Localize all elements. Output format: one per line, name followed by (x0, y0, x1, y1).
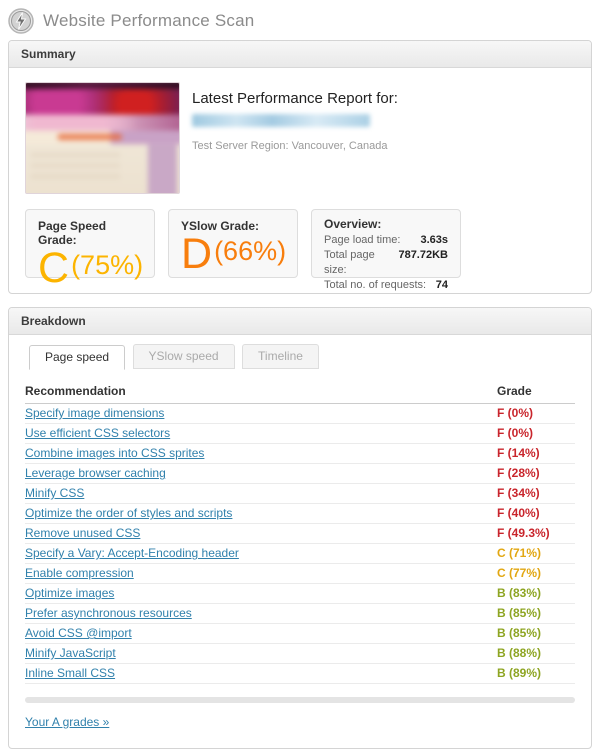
table-row: Optimize the order of styles and scripts… (25, 503, 575, 524)
grade-cell: F (0%) (497, 423, 575, 444)
recommendations-table: Recommendation Grade Specify image dimen… (25, 381, 575, 684)
yslow-grade-percent: (66%) (214, 236, 287, 266)
site-thumbnail (25, 82, 180, 194)
yslow-grade-letter: D (181, 230, 213, 278)
tab-timeline[interactable]: Timeline (242, 344, 319, 369)
page-title: Website Performance Scan (43, 10, 255, 30)
grade-cell: F (0%) (497, 403, 575, 424)
table-row: Remove unused CSS F (49.3%) (25, 523, 575, 544)
column-header-recommendation: Recommendation (25, 381, 497, 404)
table-row: Avoid CSS @import B (85%) (25, 623, 575, 644)
summary-panel: Summary Latest Performance Report for: T… (8, 40, 592, 294)
overview-title: Overview: (324, 217, 382, 231)
table-row: Specify a Vary: Accept-Encoding header C… (25, 543, 575, 564)
page-header: Website Performance Scan (0, 0, 600, 40)
overview-value: 787.72KB (398, 249, 448, 261)
recommendation-link[interactable]: Optimize images (25, 586, 115, 600)
recommendation-link[interactable]: Specify image dimensions (25, 406, 165, 420)
tab-yslow-speed[interactable]: YSlow speed (132, 344, 235, 369)
overview-label: Total page size: (324, 249, 375, 276)
table-footer-divider (25, 697, 575, 703)
report-heading: Latest Performance Report for: (192, 90, 398, 107)
grade-cell: C (77%) (497, 563, 575, 584)
page-speed-grade-letter: C (38, 244, 70, 292)
your-a-grades-link[interactable]: Your A grades » (25, 715, 110, 729)
overview-row-load-time: Page load time: 3.63s (324, 233, 448, 248)
grade-cell: B (88%) (497, 643, 575, 664)
summary-panel-title: Summary (9, 41, 591, 68)
summary-panel-body: Latest Performance Report for: Test Serv… (9, 68, 591, 293)
tab-bar: Page speed YSlow speed Timeline (25, 335, 575, 370)
recommendation-link[interactable]: Inline Small CSS (25, 666, 116, 680)
grade-cell: B (85%) (497, 623, 575, 644)
recommendation-link[interactable]: Specify a Vary: Accept-Encoding header (25, 546, 239, 560)
grade-cell: F (34%) (497, 483, 575, 504)
table-row: Optimize images B (83%) (25, 583, 575, 604)
overview-box: Overview: Page load time: 3.63s Total pa… (311, 209, 461, 291)
site-thumbnail-blur (26, 83, 179, 193)
overview-row-requests: Total no. of requests: 74 (324, 278, 448, 293)
yslow-grade-value: D(66%) (181, 230, 287, 278)
table-row: Specify image dimensions F (0%) (25, 403, 575, 424)
overview-value: 74 (435, 279, 448, 291)
server-region-note: Test Server Region: Vancouver, Canada (192, 140, 388, 152)
table-row: Minify CSS F (34%) (25, 483, 575, 504)
page-speed-grade-label: Page Speed Grade: (38, 219, 107, 247)
table-row: Leverage browser caching F (28%) (25, 463, 575, 484)
table-row: Enable compression C (77%) (25, 563, 575, 584)
grade-cell: B (83%) (497, 583, 575, 604)
page-speed-grade-value: C(75%) (38, 244, 144, 292)
table-row: Use efficient CSS selectors F (0%) (25, 423, 575, 444)
recommendation-link[interactable]: Minify JavaScript (25, 646, 116, 660)
overview-value: 3.63s (420, 234, 448, 246)
yslow-grade-box: YSlow Grade: D(66%) (168, 209, 298, 278)
overview-row-page-size: Total page size: 787.72KB (324, 248, 448, 278)
table-row: Prefer asynchronous resources B (85%) (25, 603, 575, 624)
table-body: Specify image dimensions F (0%) Use effi… (25, 403, 575, 684)
overview-label: Page load time: (324, 234, 401, 246)
table-row: Minify JavaScript B (88%) (25, 643, 575, 664)
page-speed-grade-box: Page Speed Grade: C(75%) (25, 209, 155, 291)
yslow-grade-label: YSlow Grade: (181, 219, 260, 233)
table-row: Combine images into CSS sprites F (14%) (25, 443, 575, 464)
recommendation-link[interactable]: Leverage browser caching (25, 466, 166, 480)
grade-cell: C (71%) (497, 543, 575, 564)
breakdown-panel: Breakdown Page speed YSlow speed Timelin… (8, 307, 592, 749)
breakdown-panel-title: Breakdown (9, 308, 591, 335)
summary-info: Latest Performance Report for: Test Serv… (192, 82, 398, 152)
recommendation-link[interactable]: Prefer asynchronous resources (25, 606, 192, 620)
grade-cell: F (49.3%) (497, 523, 575, 544)
recommendation-link[interactable]: Minify CSS (25, 486, 85, 500)
table-header-row: Recommendation Grade (25, 381, 575, 404)
grade-cell: F (28%) (497, 463, 575, 484)
lightning-badge-icon (8, 7, 34, 34)
column-header-grade: Grade (497, 381, 575, 404)
grade-cell: F (40%) (497, 503, 575, 524)
breakdown-panel-body: Page speed YSlow speed Timeline Recommen… (9, 335, 591, 748)
report-url-redacted-link[interactable] (192, 114, 370, 127)
page-speed-grade-percent: (75%) (71, 250, 144, 280)
grade-cell: B (85%) (497, 603, 575, 624)
overview-label: Total no. of requests: (324, 279, 427, 291)
recommendation-link[interactable]: Combine images into CSS sprites (25, 446, 205, 460)
recommendation-link[interactable]: Optimize the order of styles and scripts (25, 506, 233, 520)
recommendation-link[interactable]: Use efficient CSS selectors (25, 426, 171, 440)
recommendation-link[interactable]: Remove unused CSS (25, 526, 141, 540)
grade-cell: F (14%) (497, 443, 575, 464)
recommendation-link[interactable]: Avoid CSS @import (25, 626, 132, 640)
tab-page-speed[interactable]: Page speed (29, 345, 126, 370)
recommendation-link[interactable]: Enable compression (25, 566, 134, 580)
grade-row: Page Speed Grade: C(75%) YSlow Grade: D(… (25, 209, 575, 291)
